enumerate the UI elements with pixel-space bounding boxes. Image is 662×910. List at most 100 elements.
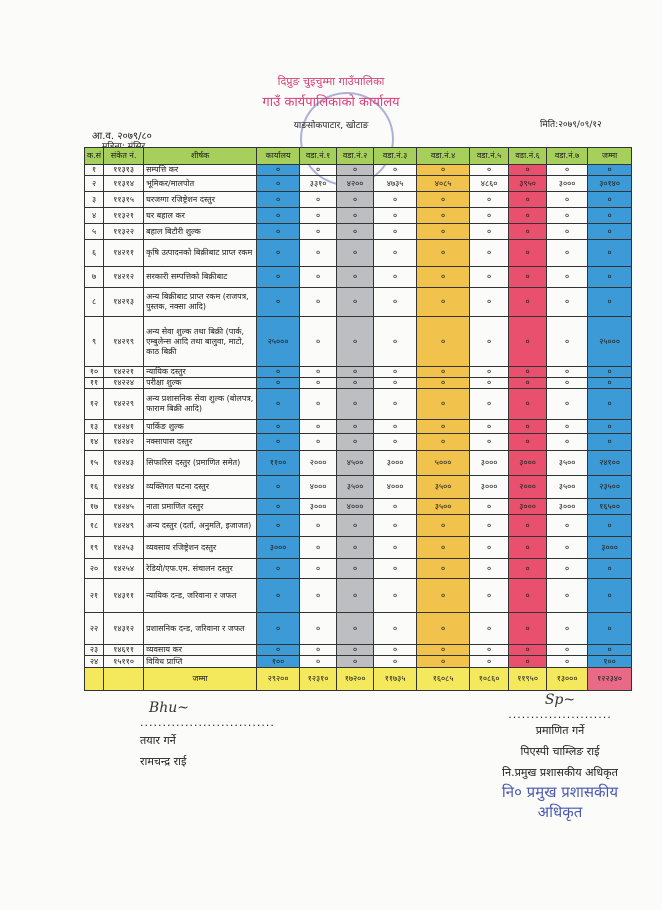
cell-ward-3: ४७३५ xyxy=(373,175,418,192)
cell-total: ३००० xyxy=(587,536,633,559)
cell-serial: २१ xyxy=(83,578,105,613)
cell-ward-1: ० xyxy=(299,558,338,579)
cell-ward-3: ० xyxy=(373,266,418,288)
cell-ward-5: ३००० xyxy=(469,450,510,476)
cell-ward-3: ० xyxy=(373,578,418,613)
cell-ward-7: ० xyxy=(546,655,589,668)
cell-ward-2: ४००० xyxy=(336,498,375,515)
cell-office: ० xyxy=(256,287,301,317)
table-row: ९ १४२१९ अन्य सेवा शुल्क तथा बिक्री (पार्क,… xyxy=(83,316,633,367)
certified-by-block: Sp~ ....................... प्रमाणित गर्… xyxy=(480,692,640,822)
cell-office: ३००० xyxy=(256,536,301,559)
total-heading: जम्मा xyxy=(143,667,258,691)
fiscal-year: आ.व. २०७९/८० xyxy=(92,131,152,142)
cell-heading: रेडियो/एफ.एम. संचालन दस्तुर xyxy=(143,558,258,579)
cell-total: ० xyxy=(587,578,633,613)
cell-code: १४२४४ xyxy=(103,475,145,499)
table-row: १ ११३१३ सम्पत्ति कर ० ० ० ० ० ० ० ० ० xyxy=(83,164,633,176)
cell-ward-2: ० xyxy=(336,578,375,613)
cell-ward-4: ० xyxy=(416,316,471,367)
cell-ward-6: ० xyxy=(508,366,548,378)
column-header-heading: शीर्षक xyxy=(143,147,258,165)
cell-code: १४२५३ xyxy=(103,536,145,559)
cell-office: ० xyxy=(256,612,301,645)
cell-ward-1: ० xyxy=(299,514,338,537)
cell-ward-1: ० xyxy=(299,207,338,224)
cell-code: १४२२९ xyxy=(103,388,145,420)
cell-ward-1: ० xyxy=(299,433,338,451)
cell-ward-4: ० xyxy=(416,612,471,645)
total-ward-7: १३००० xyxy=(546,667,589,691)
cell-ward-2: ० xyxy=(336,191,375,208)
cell-ward-1: ० xyxy=(299,287,338,317)
cell-office: ० xyxy=(256,475,301,499)
cell-total: ० xyxy=(587,419,633,434)
cell-serial: ३ xyxy=(83,191,105,208)
cell-office: ० xyxy=(256,578,301,613)
cell-ward-1: ० xyxy=(299,419,338,434)
cell-ward-4: ३५०० xyxy=(416,475,471,499)
cell-ward-4: ० xyxy=(416,191,471,208)
cell-ward-3: ० xyxy=(373,558,418,579)
cell-ward-6: ० xyxy=(508,558,548,579)
signature-line: ....................... xyxy=(508,708,612,721)
cell-ward-6: ३००० xyxy=(508,450,548,476)
cell-code: १४२४२ xyxy=(103,433,145,451)
cell-serial: १ xyxy=(83,164,105,176)
cell-ward-7: ३५०० xyxy=(546,450,589,476)
cell-code: ११३२१ xyxy=(103,207,145,224)
cell-ward-1: २००० xyxy=(299,450,338,476)
cell-ward-1: ० xyxy=(299,164,338,176)
column-header-ward-2: वडा.नं.२ xyxy=(336,147,375,165)
cell-ward-4: ० xyxy=(416,207,471,224)
cell-serial: १८ xyxy=(83,514,105,537)
cell-ward-6: ० xyxy=(508,514,548,537)
total-ward-2: १७२०० xyxy=(336,667,375,691)
cell-ward-5: ३००० xyxy=(469,475,510,499)
cell-ward-5: ० xyxy=(469,316,510,367)
cell-ward-5: ० xyxy=(469,655,510,668)
cell-code: १४६११ xyxy=(103,644,145,656)
cell-ward-6: ० xyxy=(508,164,548,176)
cell-ward-3: ० xyxy=(373,164,418,176)
municipality-name: दिप्रुङ चुइचुम्मा गाउँपालिका xyxy=(277,75,385,88)
cell-ward-4: ० xyxy=(416,164,471,176)
cell-ward-1: ० xyxy=(299,366,338,378)
cell-ward-4: ० xyxy=(416,433,471,451)
certified-name: पिएस्पी चाम्लिङ राई xyxy=(520,745,600,758)
cell-ward-4: ० xyxy=(416,287,471,317)
total-ward-3: ११७३५ xyxy=(373,667,418,691)
table-row: ५ ११३२२ बहाल बिटौरी शुल्क ० ० ० ० ० ० ० ० ० xyxy=(83,223,633,240)
cell-heading: न्यायिक दन्ड, जरिवाना र जफत xyxy=(143,578,258,613)
cell-ward-1: ० xyxy=(299,655,338,668)
cell-heading: प्रशासनिक दन्ड, जरिवाना र जफत xyxy=(143,612,258,645)
cell-code: १४२१२ xyxy=(103,266,145,288)
cell-heading: घरजग्गा रजिष्ट्रेशन दस्तुर xyxy=(143,191,258,208)
cell-serial: २४ xyxy=(83,655,105,668)
cell-ward-3: ० xyxy=(373,612,418,645)
cell-ward-4: ४०८५ xyxy=(416,175,471,192)
office-name: गाउँ कार्यपालिकाको कार्यालय xyxy=(262,95,400,110)
cell-code: १४२२४ xyxy=(103,377,145,389)
cell-heading: बहाल बिटौरी शुल्क xyxy=(143,223,258,240)
office-address: याङसोकपाटार, खोटाङ xyxy=(293,121,369,131)
certified-role: प्रमाणित गर्ने xyxy=(535,724,585,737)
cell-code: १४२४९ xyxy=(103,514,145,537)
cell-total: ० xyxy=(587,612,633,645)
cell-ward-7: ३००० xyxy=(546,175,589,192)
cell-ward-6: ० xyxy=(508,536,548,559)
cell-ward-6: २००० xyxy=(508,475,548,499)
column-header-ward-4: वडा.नं.४ xyxy=(416,147,471,165)
cell-ward-2: ३५०० xyxy=(336,475,375,499)
cell-code: १४२१३ xyxy=(103,287,145,317)
table-row: ६ १४२११ कृषि उत्पादनको बिक्रीबाट प्राप्त र… xyxy=(83,239,633,267)
cell-ward-4: ० xyxy=(416,388,471,420)
cell-ward-6: ० xyxy=(508,419,548,434)
cell-ward-5: ० xyxy=(469,287,510,317)
cell-ward-5: ० xyxy=(469,223,510,240)
cell-total: १६५०० xyxy=(587,498,633,515)
cell-ward-3: ० xyxy=(373,419,418,434)
cell-ward-4: ३५०० xyxy=(416,498,471,515)
cell-office: १०० xyxy=(256,655,301,668)
cell-total: ० xyxy=(587,164,633,176)
